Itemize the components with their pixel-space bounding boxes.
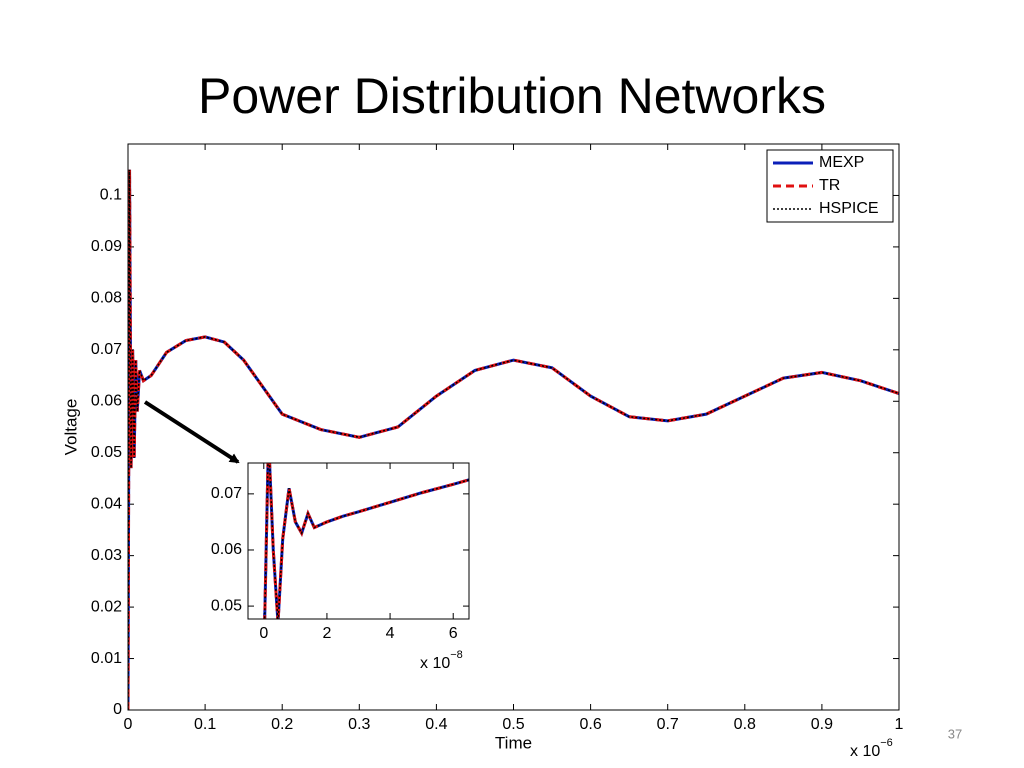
x-tick-label: 2 (322, 625, 331, 642)
y-tick-label: 0.05 (211, 597, 242, 614)
x-tick-label: 0.8 (734, 716, 756, 733)
y-tick-label: 0.03 (91, 547, 122, 564)
x-tick-label: 0.4 (425, 716, 447, 733)
x-tick-label: 0.6 (579, 716, 601, 733)
x-tick-label: 4 (386, 625, 395, 642)
series-group (263, 463, 469, 619)
y-tick-label: 0.09 (91, 238, 122, 255)
legend-label: HSPICE (819, 200, 879, 217)
zoom-arrow (143, 400, 240, 464)
series-line (128, 169, 899, 710)
x-tick-label: 0 (124, 716, 133, 733)
plot-area (128, 144, 899, 710)
x-tick-label: 0.3 (348, 716, 370, 733)
y-tick-label: 0.07 (91, 341, 122, 358)
y-axis-label: Voltage (61, 399, 80, 456)
multiplier-exponent: −8 (450, 649, 463, 661)
y-tick-label: 0.06 (211, 541, 242, 558)
x-tick-label: 0.9 (811, 716, 833, 733)
x-tick-label: 6 (449, 625, 458, 642)
plot-frame (127, 143, 900, 711)
y-tick-label: 0.05 (91, 444, 122, 461)
y-tick-label: 0 (113, 701, 122, 718)
plot-frame (247, 462, 470, 620)
series-line (263, 463, 469, 619)
y-tick-label: 0.08 (91, 290, 122, 307)
y-tick-label: 0.01 (91, 650, 122, 667)
x-tick-label: 1 (895, 716, 904, 733)
x-tick-label: 0 (259, 625, 268, 642)
inset-chart: 0 2 4 6 0.05 0.06 0.07 x 10−8 (211, 462, 470, 672)
y-tick-label: 0.02 (91, 598, 122, 615)
x-tick-label: 0.7 (657, 716, 679, 733)
legend-label: TR (819, 177, 840, 194)
x-multiplier: x 10−6 (850, 737, 893, 760)
y-tick-label: 0.07 (211, 485, 242, 502)
y-tick-label: 0.06 (91, 392, 122, 409)
legend-label: MEXP (819, 154, 864, 171)
main-chart: 0 0.1 0.2 0.3 0.4 0.5 0.6 0.7 0.8 0.9 1 0 0.01 0.02 0.… (61, 143, 904, 760)
x-tick-label: 0.5 (502, 716, 524, 733)
x-tick-label: 0.2 (271, 716, 293, 733)
x-tick-label: 0.1 (194, 716, 216, 733)
x-axis-label: Time (495, 733, 532, 752)
multiplier-base: x 10 (420, 655, 450, 672)
multiplier-exponent: −6 (880, 737, 893, 749)
page-number: 37 (948, 726, 962, 741)
x-multiplier: x 10−8 (420, 649, 463, 672)
multiplier-base: x 10 (850, 743, 880, 760)
y-tick-label: 0.04 (91, 495, 122, 512)
y-tick-label: 0.1 (100, 187, 122, 204)
series-group (128, 169, 899, 710)
slide-title: Power Distribution Networks (198, 68, 826, 124)
